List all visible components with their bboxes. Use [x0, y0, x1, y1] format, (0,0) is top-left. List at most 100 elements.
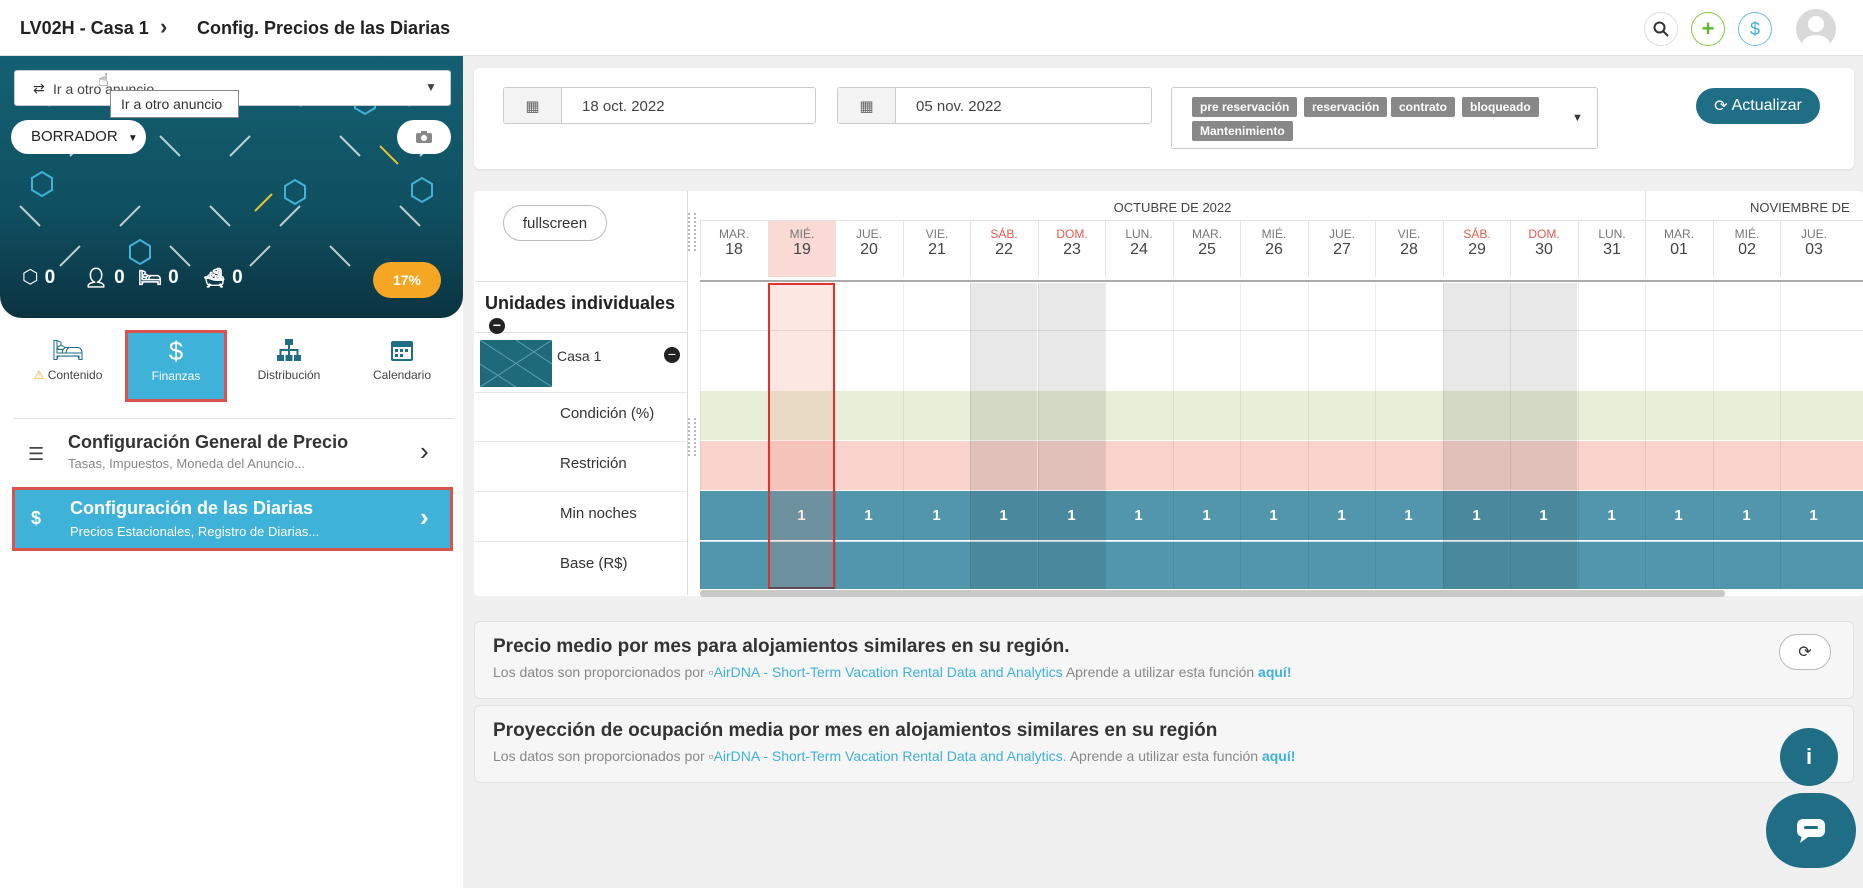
chevron-right-icon: › [420, 436, 429, 466]
card-title: Precio medio por mes para alojamientos s… [493, 636, 1070, 657]
day-column[interactable] [1240, 283, 1307, 589]
search-button[interactable] [1644, 12, 1678, 46]
resize-handle[interactable] [688, 418, 696, 456]
day-column[interactable] [1173, 283, 1240, 589]
add-button[interactable]: + [1691, 12, 1725, 46]
min-nights-value[interactable]: 1 [1539, 507, 1548, 524]
min-nights-value[interactable]: 1 [1472, 507, 1481, 524]
breadcrumb-listing[interactable]: LV02H - Casa 1 [20, 18, 149, 38]
tab-contenido[interactable]: 🛏︎ ⚠ Contenido [16, 332, 120, 404]
help-link[interactable]: aquí! [1261, 748, 1296, 764]
menu-general-price[interactable]: ☰ Configuración General de Precio Tasas,… [14, 426, 454, 482]
end-date-input[interactable]: ▦ 05 nov. 2022 [837, 87, 1152, 124]
day-number: 28 [1400, 241, 1418, 258]
day-header: MAR. 01 [1645, 221, 1712, 277]
month-label: OCTUBRE DE 2022 [700, 191, 1645, 221]
day-of-week: LUN. [1125, 227, 1153, 241]
camera-button[interactable] [397, 120, 451, 154]
day-column[interactable] [1105, 283, 1172, 589]
day-of-week: MAR. [1192, 227, 1222, 241]
start-date-input[interactable]: ▦ 18 oct. 2022 [503, 87, 816, 124]
divider [475, 392, 687, 393]
unit-name: Casa 1 [557, 348, 602, 364]
status-badge[interactable]: contrato [1391, 97, 1455, 117]
units-header: Unidades individuales − [475, 281, 687, 334]
refresh-icon: ⟳ [1714, 98, 1728, 115]
info-button[interactable]: i [1780, 728, 1838, 786]
day-column[interactable] [903, 283, 970, 589]
day-number: 20 [860, 241, 878, 258]
status-filter-select[interactable]: pre reservación reservación contrato blo… [1171, 87, 1598, 149]
status-badge[interactable]: pre reservación [1192, 97, 1298, 117]
day-column[interactable] [1443, 283, 1510, 589]
day-number: 02 [1738, 241, 1756, 258]
reload-button[interactable]: ⟳ [1779, 634, 1831, 670]
min-nights-value[interactable]: 1 [1134, 507, 1143, 524]
min-nights-value[interactable]: 1 [1067, 507, 1076, 524]
min-nights-value[interactable]: 1 [932, 507, 941, 524]
day-of-week: VIE. [925, 227, 949, 241]
menu-title: Configuración de las Diarias [70, 498, 314, 518]
min-nights-value[interactable]: 1 [1202, 507, 1211, 524]
day-column[interactable] [1780, 283, 1847, 589]
min-nights-value[interactable]: 1 [1674, 507, 1683, 524]
divider [700, 330, 1863, 331]
day-header: JUE. 03 [1780, 221, 1847, 277]
day-column[interactable] [700, 283, 767, 589]
divider [475, 491, 687, 492]
status-badge[interactable]: Mantenimiento [1192, 121, 1293, 141]
menu-title: Configuración General de Precio [68, 432, 349, 452]
help-link[interactable]: aquí! [1258, 664, 1292, 680]
min-nights-value[interactable]: 1 [797, 507, 806, 524]
min-nights-value[interactable]: 1 [1404, 507, 1413, 524]
min-nights-value[interactable]: 1 [999, 507, 1008, 524]
min-nights-value[interactable]: 1 [1269, 507, 1278, 524]
airdna-link[interactable]: AirDNA - Short-Term Vacation Rental Data… [713, 664, 1063, 680]
tab-distribucion[interactable]: Distribución [237, 332, 341, 404]
airdna-link[interactable]: AirDNA - Short-Term Vacation Rental Data… [713, 748, 1067, 764]
status-badge[interactable]: bloqueado [1462, 97, 1539, 117]
tab-calendario[interactable]: Calendario [350, 332, 454, 404]
resize-handle[interactable] [688, 213, 696, 251]
day-column[interactable] [1038, 283, 1105, 589]
calendar-grid: OCTUBRE DE 2022 NOVIEMBRE DE MAR. 18 MIÉ. 1… [700, 191, 1863, 595]
day-column[interactable] [1578, 283, 1645, 589]
day-column[interactable] [970, 283, 1037, 589]
user-icon: 👤︎ [84, 268, 109, 289]
status-badge[interactable]: reservación [1304, 97, 1388, 117]
min-nights-value[interactable]: 1 [864, 507, 873, 524]
sitemap-icon [237, 332, 341, 368]
collapse-icon[interactable]: − [664, 347, 680, 363]
day-column[interactable] [1308, 283, 1375, 589]
min-nights-value[interactable]: 1 [1607, 507, 1616, 524]
info-icon: i [1805, 744, 1813, 769]
collapse-icon[interactable]: − [489, 318, 505, 334]
camera-icon [416, 131, 432, 143]
dollar-button[interactable]: $ [1738, 12, 1772, 46]
day-header: MIÉ. 19 [768, 221, 835, 277]
day-of-week: MIÉ. [1734, 227, 1760, 241]
min-nights-value[interactable]: 1 [1809, 507, 1818, 524]
day-header: MAR. 25 [1173, 221, 1240, 277]
day-header: MIÉ. 26 [1240, 221, 1307, 277]
row-label-min-noches: Min noches [560, 505, 637, 522]
min-nights-value[interactable]: 1 [1742, 507, 1751, 524]
min-nights-value[interactable]: 1 [1337, 507, 1346, 524]
day-column[interactable] [1713, 283, 1780, 589]
day-header: MIÉ. 02 [1713, 221, 1780, 277]
user-avatar-icon [1802, 16, 1830, 49]
chat-button[interactable] [1766, 793, 1856, 868]
menu-diarias[interactable]: $ Configuración de las Diarias Precios E… [12, 487, 453, 551]
refresh-button[interactable]: ⟳ Actualizar [1696, 88, 1820, 124]
horizontal-scrollbar[interactable] [700, 590, 1725, 597]
fullscreen-button[interactable]: fullscreen [503, 205, 607, 241]
day-column[interactable] [1645, 283, 1712, 589]
avatar[interactable] [1796, 9, 1836, 49]
day-column[interactable] [835, 283, 902, 589]
status-dropdown[interactable]: BORRADOR ▼ [11, 120, 146, 154]
day-column[interactable] [1375, 283, 1442, 589]
avg-price-card: Precio medio por mes para alojamientos s… [474, 621, 1854, 699]
tab-finanzas[interactable]: $ Finanzas [125, 330, 227, 402]
day-column[interactable] [1510, 283, 1577, 589]
day-header: JUE. 27 [1308, 221, 1375, 277]
